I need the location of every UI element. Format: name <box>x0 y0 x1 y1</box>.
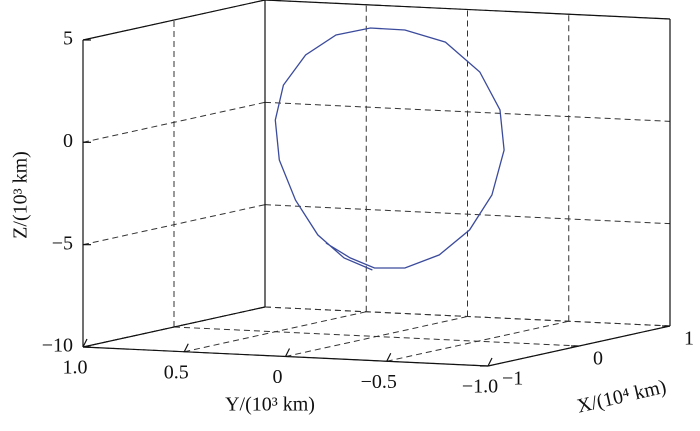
z-axis-label: Z/(10³ km) <box>10 151 32 239</box>
box-edge <box>264 0 671 20</box>
z-tick-label: 5 <box>63 28 73 50</box>
y-tick-label: 1.0 <box>63 357 88 379</box>
box-edge <box>82 306 266 348</box>
y-tick-label: −0.5 <box>361 371 397 393</box>
y-tick <box>386 352 392 362</box>
z-tick-label: −5 <box>52 232 73 254</box>
orbit-line <box>274 27 505 271</box>
z-tick-label: 0 <box>63 130 73 152</box>
y-tick-label: −1.0 <box>462 376 498 398</box>
y-tick <box>487 357 493 367</box>
y-axis-label: Y/(10³ km) <box>225 394 315 416</box>
grid-line <box>173 326 580 347</box>
y-tick-label: 0 <box>273 366 283 388</box>
y-tick <box>284 348 291 357</box>
z-tick-label: −10 <box>42 335 73 357</box>
grid-line <box>264 306 671 327</box>
x-tick-label: 1 <box>684 328 694 350</box>
x-tick-label: 0 <box>593 348 603 370</box>
grid-line <box>264 204 671 225</box>
y-tick <box>82 338 88 348</box>
y-tick-label: 0.5 <box>164 361 189 383</box>
x-axis-label: X/(10⁴ km) <box>575 376 668 418</box>
grid-line <box>264 101 671 122</box>
y-tick <box>183 343 189 353</box>
box-edge <box>82 0 266 41</box>
x-tick-label: −1 <box>502 368 523 390</box>
